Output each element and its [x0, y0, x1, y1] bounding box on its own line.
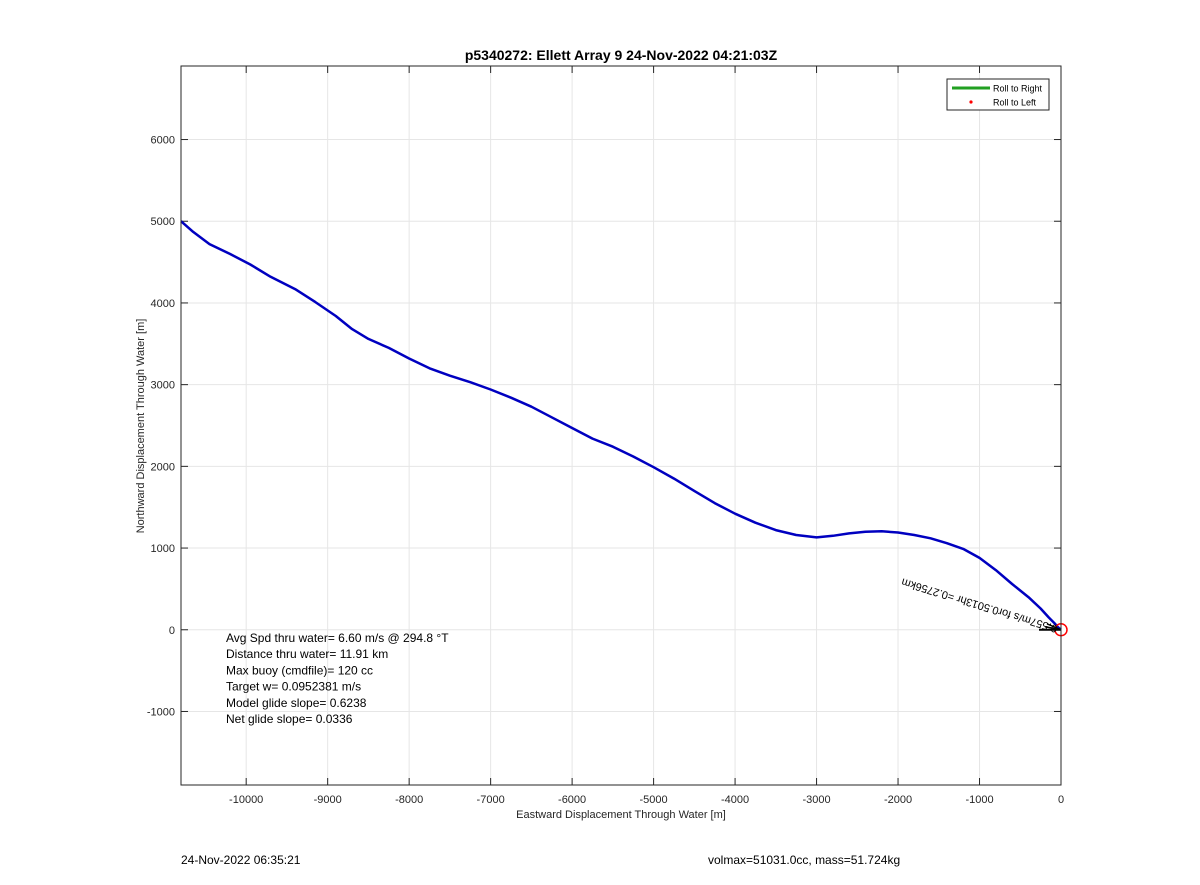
x-tick-label: -3000: [802, 794, 830, 806]
annotation-block: Avg Spd thru water= 6.60 m/s @ 294.8 °T D…: [226, 631, 449, 726]
y-tick-label: 4000: [151, 298, 175, 310]
x-tick-label: -5000: [640, 794, 668, 806]
annotation-line: Distance thru water= 11.91 km: [226, 647, 388, 661]
annotation-line: Net glide slope= 0.0336: [226, 712, 353, 726]
x-tick-label: -10000: [229, 794, 263, 806]
x-tick-label: -4000: [721, 794, 749, 806]
legend-label: Roll to Right: [993, 84, 1043, 94]
annotation-line: Max buoy (cmdfile)= 120 cc: [226, 663, 373, 677]
arrow-head-2: [1044, 626, 1062, 631]
y-tick-label: 6000: [151, 135, 175, 147]
x-tick-label: -1000: [965, 794, 993, 806]
tick-labels: -10000 -9000 -8000 -7000 -6000 -5000 -4000 -300…: [147, 135, 1064, 806]
legend-swatch-dot: [969, 100, 973, 104]
y-tick-label: 3000: [151, 380, 175, 392]
y-tick-label: 0: [169, 625, 175, 637]
legend-box: [946, 78, 1050, 111]
footer-glider-params: volmax=51031.0cc, mass=51.724kg: [708, 853, 901, 867]
y-tick-label: 5000: [151, 216, 175, 228]
heading-arrow: [1039, 623, 1062, 631]
y-tick-label: 1000: [151, 543, 175, 555]
annotation-line: Target w= 0.0952381 m/s: [226, 680, 361, 694]
annotation-line: Avg Spd thru water= 6.60 m/s @ 294.8 °T: [226, 631, 449, 645]
legend: Roll to Right Roll to Left: [946, 78, 1050, 111]
x-tick-label: 0: [1058, 794, 1064, 806]
annotation-line: Model glide slope= 0.6238: [226, 696, 367, 710]
legend-label: Roll to Left: [993, 98, 1037, 108]
plot-frame: [180, 65, 1062, 786]
y-tick-label: -1000: [147, 706, 175, 718]
y-axis-label: Northward Displacement Through Water [m]: [135, 319, 147, 534]
x-tick-label: -9000: [314, 794, 342, 806]
x-axis-label: Eastward Displacement Through Water [m]: [516, 809, 726, 821]
x-tick-label: -6000: [558, 794, 586, 806]
track-line: [180, 220, 1062, 631]
x-tick-label: -2000: [884, 794, 912, 806]
x-tick-label: -8000: [395, 794, 423, 806]
axis-ticks: [181, 66, 1062, 785]
footer-timestamp: 24-Nov-2022 06:35:21: [181, 853, 301, 867]
y-tick-label: 2000: [151, 461, 175, 473]
x-tick-label: -7000: [477, 794, 505, 806]
chart-title: p5340272: Ellett Array 9 24-Nov-2022 04:…: [465, 47, 778, 63]
